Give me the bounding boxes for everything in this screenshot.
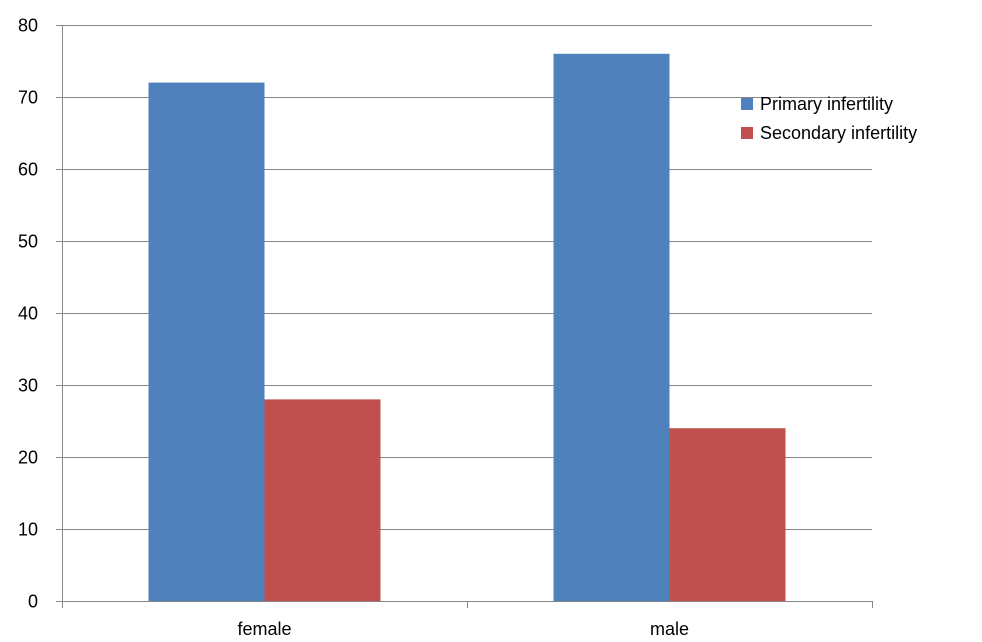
y-tick-label: 10 [18,520,38,540]
y-tick-label: 0 [28,592,38,612]
x-tick-label: female [237,619,291,639]
bar-female-secondary-infertility [264,399,381,601]
x-tick-label: male [650,619,689,639]
y-tick-label: 40 [18,304,38,324]
y-tick-label: 70 [18,88,38,108]
y-tick-label: 80 [18,16,38,36]
legend-swatch-primary-infertility [741,98,753,110]
legend-swatch-secondary-infertility [741,127,753,139]
axes [56,25,873,608]
bar-female-primary-infertility [148,82,265,602]
legend-label: Secondary infertility [760,123,917,143]
y-tick-labels: 0 10 20 30 40 50 60 70 80 [18,16,38,612]
legend: Primary infertility Secondary infertility [741,94,917,143]
y-tick-label: 60 [18,160,38,180]
x-tick-labels: female male [237,619,689,639]
legend-label: Primary infertility [760,94,893,114]
y-tick-label: 30 [18,376,38,396]
y-tick-label: 50 [18,232,38,252]
bar-male-secondary-infertility [669,428,786,601]
y-tick-label: 20 [18,448,38,468]
bar-male-primary-infertility [553,53,670,602]
bars [148,53,786,602]
